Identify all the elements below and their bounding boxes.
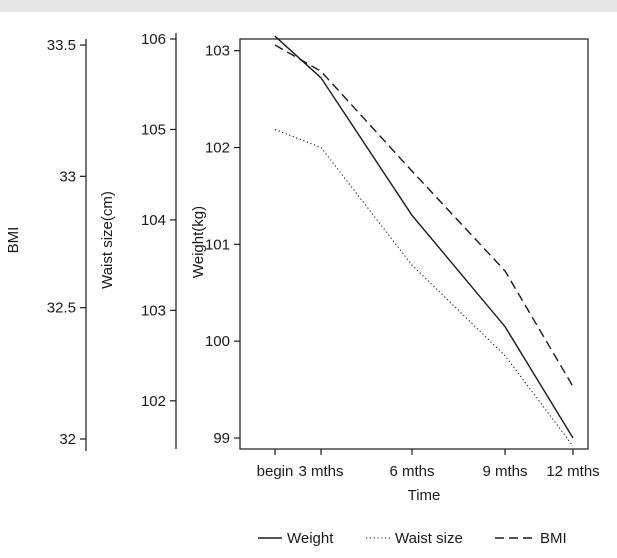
legend-label: Weight	[287, 530, 334, 547]
series-line-bmi	[274, 44, 574, 387]
x-tick-label: 6 mths	[389, 463, 434, 480]
series-line-weight	[274, 35, 574, 439]
x-tick-label: 12 mths	[546, 463, 599, 480]
x-axis-label: Time	[408, 487, 441, 504]
bmi-axis-label: BMI	[5, 227, 22, 254]
weight-axis-label: Weight(kg)	[190, 206, 207, 278]
legend-label: BMI	[540, 530, 567, 547]
bmi-tick-label: 33	[59, 168, 76, 185]
waist-tick-label: 104	[141, 212, 166, 229]
waist-tick-label: 106	[141, 31, 166, 48]
top-bar	[0, 0, 617, 12]
legend-label: Waist size	[395, 530, 463, 547]
waist-tick-label: 103	[141, 302, 166, 319]
bmi-tick-label: 33.5	[47, 37, 76, 54]
waist-tick-label: 105	[141, 121, 166, 138]
bmi-tick-label: 32	[59, 431, 76, 448]
bmi-tick-label: 32.5	[47, 300, 76, 317]
weight-tick-label: 101	[205, 236, 230, 253]
weight-tick-label: 102	[205, 140, 230, 157]
waist-tick-label: 102	[141, 393, 166, 410]
series-line-waist-size	[274, 128, 574, 447]
waist-axis-label: Waist size(cm)	[99, 191, 116, 289]
weight-tick-label: 99	[213, 430, 230, 447]
weight-tick-label: 103	[205, 43, 230, 60]
x-tick-label: 3 mths	[298, 463, 343, 480]
x-tick-label: 9 mths	[482, 463, 527, 480]
plot-frame	[239, 38, 589, 450]
x-tick-label: begin	[257, 463, 294, 480]
weight-tick-label: 100	[205, 333, 230, 350]
